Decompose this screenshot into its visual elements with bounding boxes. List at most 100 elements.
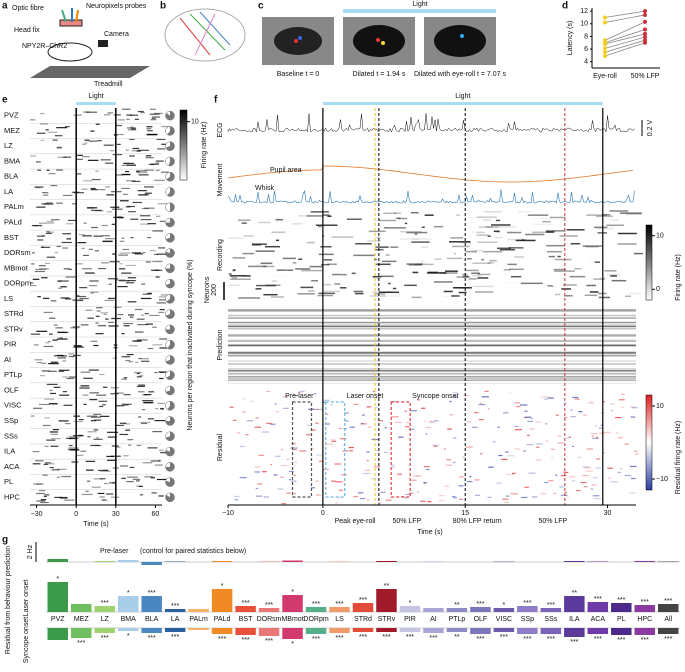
region-label: SSs — [4, 431, 18, 440]
pair-line — [604, 10, 646, 18]
raster — [127, 127, 136, 129]
bar — [47, 582, 68, 612]
raster — [76, 173, 82, 175]
raster — [59, 337, 63, 339]
raster — [120, 465, 129, 467]
raster — [138, 384, 146, 386]
raster — [102, 404, 106, 406]
raster — [148, 391, 155, 393]
residual-cell — [339, 427, 342, 430]
recording-cell — [564, 295, 573, 297]
bar — [352, 603, 374, 612]
event-label: 50% LFP — [392, 518, 421, 525]
raster — [136, 480, 140, 482]
residual-cell — [315, 494, 321, 496]
raster — [141, 360, 150, 362]
raster — [112, 208, 123, 210]
recording-cell — [374, 220, 379, 222]
raster — [60, 286, 67, 288]
bar — [47, 628, 68, 640]
residual-cell — [363, 472, 371, 475]
recording-cell — [601, 213, 611, 216]
residual-cell — [405, 493, 411, 496]
raster — [151, 117, 156, 120]
recording-cell — [375, 246, 389, 248]
raster — [121, 403, 132, 405]
residual-cell — [615, 416, 622, 419]
lfp-dot — [643, 9, 647, 14]
recording-cell — [447, 257, 463, 260]
bar — [117, 596, 139, 612]
region-label: PALm — [4, 202, 24, 211]
residual-cell — [420, 500, 426, 502]
residual-cell — [438, 500, 445, 502]
recording-cell — [385, 254, 390, 256]
raster — [117, 143, 121, 145]
bar — [141, 628, 162, 633]
region-label: PIR — [4, 340, 17, 349]
colorbar — [179, 109, 188, 181]
raster — [150, 460, 160, 462]
residual-cell — [322, 401, 326, 403]
raster — [36, 132, 46, 134]
pie-slice — [167, 126, 175, 136]
prediction-band — [228, 355, 636, 357]
raster — [155, 215, 161, 217]
residual-cell — [330, 439, 336, 441]
raster — [82, 394, 89, 396]
residual-cell — [438, 495, 445, 497]
residual-cell — [514, 402, 521, 404]
raster — [94, 444, 102, 447]
pie-slice — [165, 416, 175, 426]
raster — [40, 123, 48, 125]
raster — [109, 150, 115, 152]
raster — [79, 387, 90, 389]
region-label: PL — [4, 477, 13, 486]
raster — [136, 444, 142, 447]
raster — [31, 263, 35, 265]
x-tick-label: 0 — [321, 510, 325, 517]
raster — [90, 291, 99, 293]
panel-letter: f — [214, 95, 218, 106]
recording-cell — [434, 258, 442, 260]
raster — [111, 223, 116, 225]
recording-cell — [551, 285, 556, 288]
bar — [540, 608, 562, 612]
raster — [141, 409, 146, 411]
raster — [132, 478, 141, 480]
raster — [135, 361, 139, 363]
c-caption: Baseline t = 0 — [277, 71, 320, 78]
raster — [47, 231, 55, 233]
recording-cell — [306, 215, 323, 217]
recording-cell — [633, 252, 643, 255]
raster — [152, 326, 157, 328]
region-label: HPC — [4, 492, 20, 501]
raster — [65, 276, 76, 278]
prediction-band — [228, 351, 636, 354]
residual-cell — [424, 420, 427, 423]
residual-cell — [404, 410, 407, 412]
bar — [235, 606, 256, 612]
residual-cell — [416, 491, 420, 493]
residual-cell — [523, 450, 526, 452]
raster — [148, 163, 155, 166]
prediction-band — [228, 335, 636, 337]
residual-cell — [610, 481, 618, 483]
recording-cell — [604, 270, 617, 272]
recording-cell — [256, 264, 274, 266]
x-tick-label: DORpm — [303, 616, 328, 623]
recording-cell — [471, 274, 482, 277]
residual-cell — [275, 411, 280, 413]
recording-cell — [369, 295, 386, 297]
raster — [36, 235, 45, 237]
raster — [62, 391, 67, 393]
raster — [80, 371, 91, 373]
raster — [155, 162, 160, 164]
residual-cell — [465, 446, 473, 448]
raster — [43, 311, 53, 314]
recording-cell — [310, 211, 329, 213]
panel-c-art — [262, 17, 496, 65]
raster — [149, 113, 160, 115]
residual-cell — [577, 456, 582, 459]
residual-cell — [353, 403, 359, 406]
